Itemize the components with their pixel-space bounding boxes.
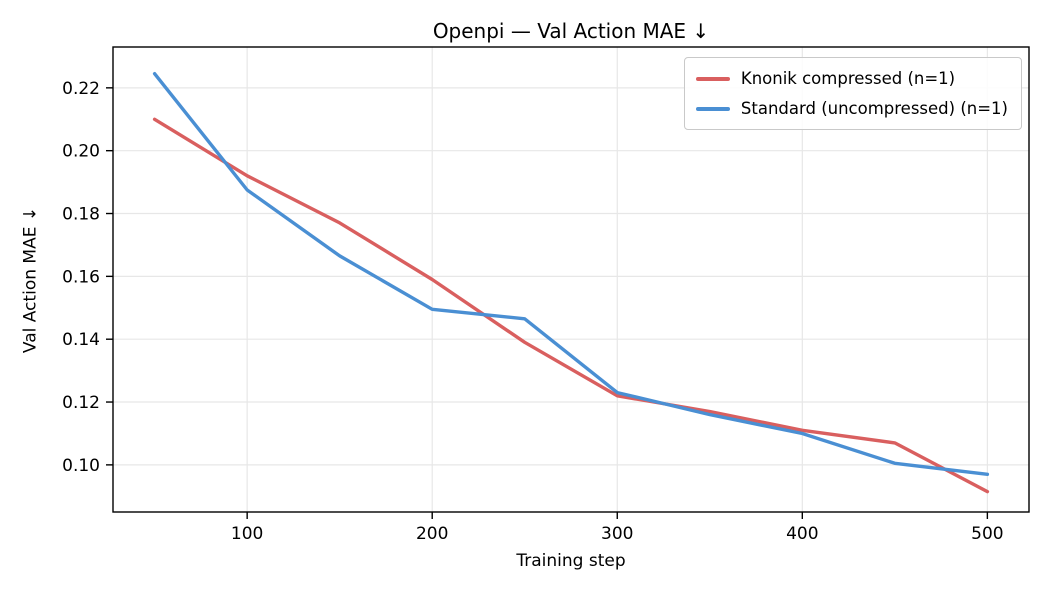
- x-tick-label: 100: [231, 524, 263, 544]
- legend-label-compressed: Knonik compressed (n=1): [740, 69, 956, 88]
- x-tick-label: 200: [416, 524, 448, 544]
- y-axis-label: Val Action MAE ↓: [20, 206, 41, 354]
- legend: Knonik compressed (n=1) Standard (uncomp…: [683, 57, 1022, 130]
- legend-entry: Knonik compressed (n=1): [695, 66, 1008, 91]
- y-tick-label: 0.10: [62, 456, 100, 476]
- series-line-0: [152, 117, 990, 494]
- y-tick-label: 0.20: [62, 142, 100, 162]
- x-tick-label: 300: [601, 524, 633, 544]
- legend-swatch-compressed: [695, 76, 730, 81]
- x-tick-label: 400: [786, 524, 818, 544]
- y-tick-label: 0.14: [62, 330, 100, 350]
- chart-title: Openpi — Val Action MAE ↓: [432, 19, 710, 43]
- legend-entry: Standard (uncompressed) (n=1): [695, 96, 1008, 121]
- axes-spines: [112, 46, 1030, 513]
- y-tick-label: 0.12: [62, 393, 100, 413]
- series-line-1: [152, 71, 990, 476]
- x-axis-label: Training step: [516, 551, 626, 571]
- y-tick-label: 0.16: [62, 267, 100, 287]
- legend-label-standard: Standard (uncompressed) (n=1): [740, 99, 1008, 118]
- x-tick-label: 500: [971, 524, 1003, 544]
- y-tick-label: 0.22: [62, 79, 100, 99]
- legend-swatch-standard: [695, 106, 730, 111]
- y-tick-label: 0.18: [62, 205, 100, 225]
